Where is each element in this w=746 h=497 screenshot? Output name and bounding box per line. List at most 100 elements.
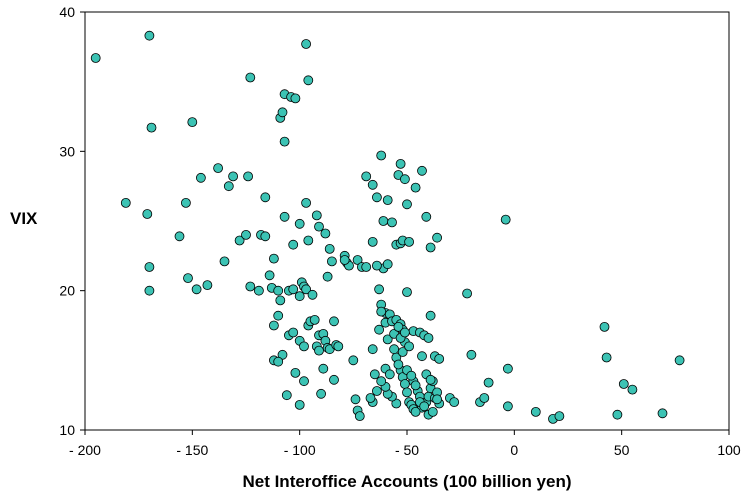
data-point bbox=[318, 363, 329, 374]
data-point bbox=[399, 174, 410, 185]
data-point bbox=[354, 411, 365, 422]
data-point bbox=[371, 192, 382, 203]
data-point bbox=[309, 314, 320, 325]
data-point bbox=[421, 211, 432, 222]
data-point bbox=[281, 390, 292, 401]
data-point bbox=[223, 181, 234, 192]
data-point bbox=[612, 409, 623, 420]
data-point bbox=[382, 195, 393, 206]
data-point bbox=[329, 374, 339, 385]
data-point bbox=[294, 218, 305, 229]
data-point bbox=[371, 260, 382, 271]
data-point bbox=[374, 284, 385, 295]
data-point bbox=[329, 316, 339, 327]
data-point bbox=[404, 341, 415, 352]
data-point bbox=[320, 228, 331, 239]
data-point bbox=[245, 281, 256, 292]
data-point bbox=[228, 171, 239, 182]
data-point bbox=[365, 393, 376, 403]
data-point bbox=[397, 347, 408, 357]
data-point bbox=[657, 408, 668, 419]
y-axis-ticks: 10 20 30 40 bbox=[59, 4, 85, 438]
data-point bbox=[348, 355, 359, 366]
data-point bbox=[391, 398, 402, 409]
data-point bbox=[376, 376, 387, 387]
data-point bbox=[423, 333, 434, 343]
data-point bbox=[260, 192, 271, 203]
data-point bbox=[294, 291, 305, 302]
y-tick-label: 10 bbox=[59, 422, 75, 438]
data-point bbox=[674, 355, 685, 366]
data-point bbox=[387, 217, 397, 228]
data-point bbox=[361, 171, 372, 182]
data-point bbox=[367, 344, 378, 355]
x-axis-ticks: - 200 - 150 - 100 - 50 0 50 100 bbox=[69, 430, 741, 458]
data-point bbox=[243, 171, 254, 182]
data-point bbox=[277, 107, 288, 118]
data-point bbox=[301, 284, 312, 295]
data-point bbox=[389, 344, 400, 355]
data-point bbox=[311, 210, 322, 221]
data-point bbox=[333, 341, 344, 352]
data-point bbox=[376, 306, 387, 317]
data-point bbox=[144, 285, 155, 296]
data-point bbox=[264, 270, 275, 281]
y-tick-label: 20 bbox=[59, 283, 75, 299]
data-point bbox=[500, 214, 511, 225]
x-axis-title: Net Interoffice Accounts (100 billion ye… bbox=[242, 472, 571, 491]
x-tick-label: 0 bbox=[510, 442, 518, 458]
data-point bbox=[554, 411, 565, 422]
y-tick-label: 40 bbox=[59, 4, 75, 20]
data-point bbox=[483, 377, 494, 388]
data-point bbox=[303, 235, 314, 246]
data-point bbox=[90, 53, 101, 63]
data-point bbox=[187, 117, 198, 127]
data-point bbox=[384, 369, 395, 380]
data-point bbox=[393, 321, 404, 332]
data-point bbox=[399, 379, 410, 389]
x-tick-label: 50 bbox=[614, 442, 630, 458]
data-point bbox=[288, 284, 299, 295]
data-point bbox=[432, 232, 443, 243]
data-point bbox=[219, 256, 230, 267]
data-point bbox=[417, 165, 427, 176]
data-point bbox=[288, 327, 299, 338]
data-point bbox=[326, 256, 337, 267]
data-point bbox=[301, 39, 312, 49]
data-point bbox=[404, 236, 415, 247]
data-point bbox=[425, 242, 436, 253]
data-point bbox=[399, 327, 410, 338]
data-point bbox=[144, 30, 155, 41]
data-points bbox=[90, 30, 685, 424]
data-point bbox=[367, 179, 378, 190]
data-point bbox=[410, 182, 421, 193]
data-point bbox=[260, 231, 271, 242]
data-point bbox=[382, 259, 393, 270]
data-point bbox=[402, 199, 412, 210]
y-tick-label: 30 bbox=[59, 143, 75, 159]
data-point bbox=[378, 216, 389, 226]
data-point bbox=[279, 211, 290, 222]
data-point bbox=[425, 374, 436, 385]
data-point bbox=[290, 367, 301, 378]
data-point bbox=[314, 221, 324, 232]
data-point bbox=[395, 158, 406, 169]
data-point bbox=[417, 351, 427, 362]
data-point bbox=[290, 93, 301, 104]
data-point bbox=[174, 231, 185, 242]
data-point bbox=[268, 320, 279, 331]
data-point bbox=[479, 393, 490, 403]
data-point bbox=[502, 363, 513, 374]
data-point bbox=[601, 352, 612, 363]
data-point bbox=[393, 359, 404, 370]
y-axis-title: VIX bbox=[10, 209, 38, 228]
data-point bbox=[627, 384, 638, 395]
data-point bbox=[376, 150, 387, 161]
data-point bbox=[183, 273, 193, 284]
data-point bbox=[618, 379, 629, 389]
data-point bbox=[273, 310, 284, 321]
data-point bbox=[279, 136, 290, 147]
data-point bbox=[275, 295, 286, 306]
data-point bbox=[180, 197, 191, 208]
